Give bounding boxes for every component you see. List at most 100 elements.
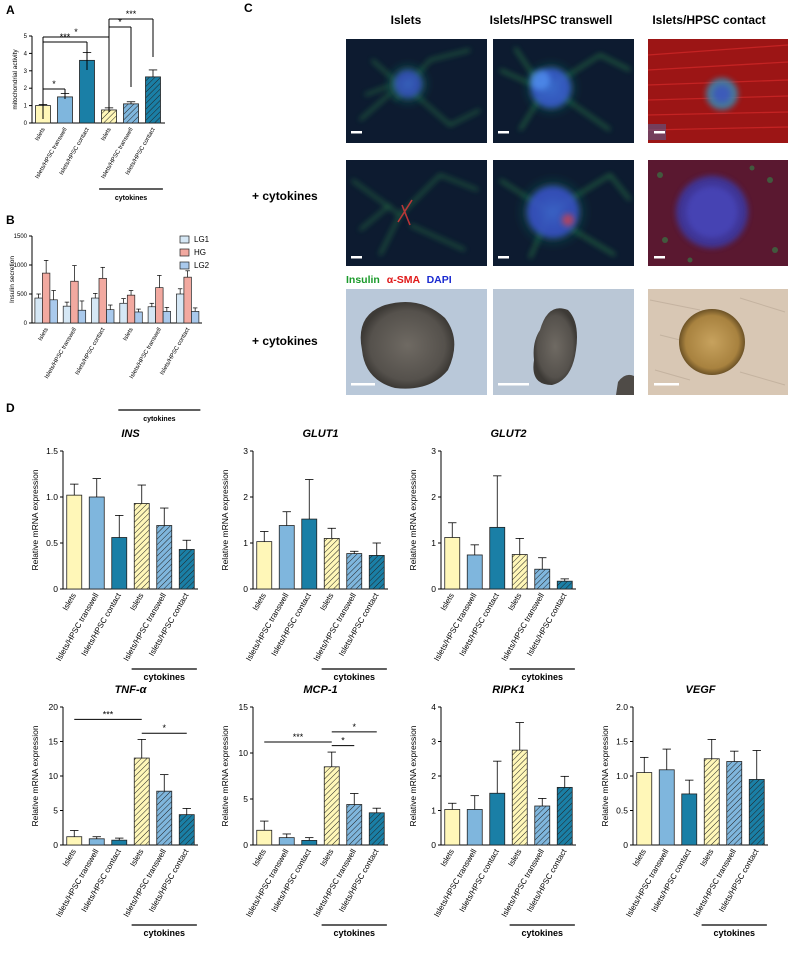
- significance-label: ***: [126, 9, 137, 19]
- y-tick-label: 10: [239, 748, 249, 758]
- bar-lg1: [34, 297, 43, 324]
- y-tick-label: 0: [243, 840, 248, 850]
- category-label: Islets: [318, 592, 335, 613]
- micrograph-header-islets: Islets: [391, 13, 422, 27]
- stain-dapi: DAPI: [427, 274, 452, 286]
- bar: [466, 554, 483, 590]
- y-tick-label: 4: [431, 702, 436, 712]
- y-tick-label: 2: [243, 492, 248, 502]
- bar-hatch: [101, 109, 117, 123]
- y-tick-label: 0: [431, 584, 436, 594]
- category-label: Islets: [439, 848, 456, 869]
- stain-alpha-sma: α-SMA: [387, 274, 421, 286]
- y-tick-label: 3: [431, 446, 436, 456]
- bar-hatch: [534, 806, 550, 845]
- stain-legend: Insulin α-SMA DAPI: [346, 274, 452, 286]
- y-tick-label: 0: [53, 840, 58, 850]
- bar-hg: [70, 280, 79, 324]
- chart-mitochondrial-activity: 0 1 2 3 4 5 mitochondrial activity Islets Islets…: [12, 9, 165, 202]
- bar-hatch: [123, 103, 139, 123]
- bar-lg1: [119, 302, 128, 324]
- bar-hatch: [179, 814, 195, 845]
- legend-swatch-lg1: [179, 235, 190, 244]
- group-label: cytokines: [713, 928, 755, 938]
- y-tick-label: 0: [24, 121, 28, 127]
- y-tick-label: 0: [53, 584, 58, 594]
- y-tick-label: 500: [17, 292, 28, 298]
- bar-hatch: [156, 525, 172, 589]
- y-tick-label: 1: [431, 805, 436, 815]
- category-label: Islets: [35, 127, 47, 142]
- chart-vegf: 0 0.5 1.0 1.5 2.0 Relative mRNA expression VEG…: [600, 684, 768, 938]
- y-tick-label: 1.0: [616, 771, 628, 781]
- micrograph-islets-transwell: [493, 39, 634, 143]
- panel-letter-a: A: [6, 3, 15, 17]
- chart-title: TNF-α: [115, 684, 148, 696]
- y-axis-label: Relative mRNA expression: [600, 725, 610, 826]
- bar: [489, 526, 506, 590]
- bar-hatch: [145, 76, 161, 123]
- bar-lg2: [162, 311, 171, 324]
- bar-hatch: [324, 538, 340, 589]
- bar: [278, 837, 295, 846]
- category-label: Islets: [251, 592, 268, 613]
- micrograph-row-label-cytokines-1: + cytokines: [252, 189, 318, 203]
- y-tick-label: 3: [431, 736, 436, 746]
- bar: [256, 829, 273, 846]
- y-tick-label: 0: [243, 584, 248, 594]
- bar-lg2: [49, 299, 58, 324]
- bar-hatch: [134, 758, 150, 845]
- y-tick-label: 3: [243, 446, 248, 456]
- category-label: Islets: [38, 327, 50, 342]
- bar-hatch: [749, 779, 765, 845]
- y-axis-label: Relative mRNA expression: [408, 469, 418, 570]
- category-label: Islets: [61, 592, 78, 613]
- bar: [57, 96, 73, 124]
- bar-hatch: [534, 569, 550, 589]
- bar-hatch: [704, 758, 720, 845]
- bar-hatch: [369, 555, 385, 589]
- category-label: Islets: [631, 848, 648, 869]
- legend-label-lg2: LG2: [194, 261, 210, 270]
- category-label: Islets/HPSC transwell: [129, 327, 163, 380]
- chart-insulin-secretion: 0 500 1000 1500 Insulin secretion LG1 HG LG2 Isl…: [9, 234, 210, 423]
- group-label: cytokines: [521, 928, 563, 938]
- y-axis-label: mitochondrial activity: [12, 49, 19, 110]
- bar-hatch: [324, 766, 340, 845]
- bar-hatch: [512, 554, 528, 589]
- bar: [466, 809, 483, 846]
- category-label: Islets/HPSC contact: [160, 327, 192, 376]
- bar-hatch: [346, 804, 362, 845]
- micrograph-row-label-cytokines-2: + cytokines: [252, 334, 318, 348]
- y-tick-label: 20: [49, 702, 59, 712]
- bar-lg1: [91, 297, 100, 324]
- y-axis-label: Relative mRNA expression: [220, 725, 230, 826]
- bar: [111, 839, 128, 846]
- micrograph-islets-contact: [647, 39, 789, 143]
- category-label: Islets: [128, 592, 145, 613]
- y-tick-label: 1500: [14, 234, 28, 240]
- bar-lg1: [176, 293, 185, 324]
- y-tick-label: 2: [431, 492, 436, 502]
- bar-hatch: [179, 549, 195, 589]
- bar: [489, 792, 506, 846]
- group-label: cytokines: [521, 672, 563, 682]
- y-tick-label: 5: [24, 34, 28, 40]
- category-label: Islets: [251, 848, 268, 869]
- category-label: Islets: [101, 127, 113, 142]
- group-label: cytokines: [333, 672, 375, 682]
- y-tick-label: 1.5: [616, 736, 628, 746]
- bar-hatch: [134, 503, 150, 589]
- micrograph-brightfield-islets: [346, 289, 487, 395]
- category-label: Islets: [439, 592, 456, 613]
- category-label: Islets/HPSC contact: [75, 327, 107, 376]
- group-label: cytokines: [143, 928, 185, 938]
- y-tick-label: 2.0: [616, 702, 628, 712]
- micrograph-header-transwell: Islets/HPSC transwell: [490, 13, 613, 27]
- bar-hatch: [557, 581, 573, 589]
- y-tick-label: 0: [24, 321, 28, 327]
- bar-hatch: [512, 750, 528, 845]
- bar-hg: [126, 294, 136, 324]
- y-axis-label: Insulin secretion: [9, 256, 16, 303]
